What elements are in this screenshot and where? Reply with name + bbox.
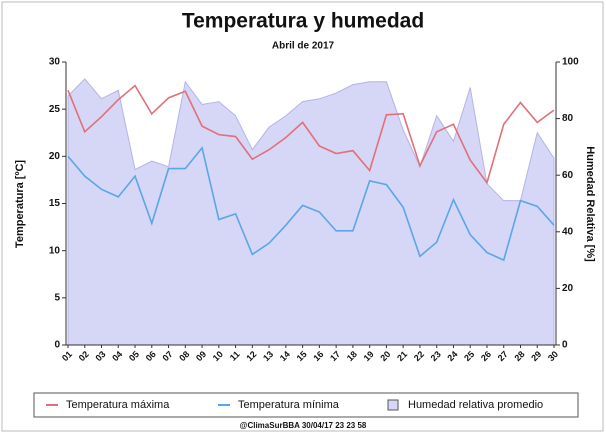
x-tick-label: 19: [362, 349, 376, 363]
legend-swatch: [387, 399, 399, 411]
x-tick-label: 21: [395, 349, 409, 363]
x-tick-label: 17: [328, 349, 342, 363]
x-tick-label: 29: [529, 349, 543, 363]
x-tick-label: 13: [261, 349, 275, 363]
x-tick-label: 25: [462, 349, 476, 363]
temperature-line: [67, 146, 555, 262]
temperature-line: [67, 84, 555, 185]
footer: @ClimaSurBBA 30/04/17 23 23 58: [240, 421, 367, 430]
y-tick-label: 30: [49, 57, 61, 68]
x-tick-label: 01: [60, 349, 74, 363]
x-tick-label: 06: [144, 349, 158, 363]
y2-tick-label: 0: [562, 340, 568, 351]
chart-subtitle: Abril de 2017: [272, 41, 335, 52]
x-tick-label: 16: [311, 349, 325, 363]
x-tick-label: 02: [77, 349, 91, 363]
x-tick-label: 10: [211, 349, 225, 363]
y2-tick-label: 80: [562, 113, 574, 124]
x-tick-label: 03: [93, 349, 107, 363]
x-tick-label: 07: [160, 349, 174, 363]
x-tick-label: 04: [110, 349, 124, 363]
y-tick-label: 0: [54, 340, 60, 351]
x-tick-label: 18: [345, 349, 359, 363]
x-tick-label: 11: [228, 349, 242, 363]
x-tick-label: 05: [127, 349, 141, 363]
x-tick-label: 12: [244, 349, 258, 363]
y-axis-label: Temperatura [ºC]: [14, 160, 26, 248]
x-tick-label: 28: [512, 349, 526, 363]
x-tick-label: 14: [278, 349, 292, 363]
chart-title: Temperatura y humedad: [182, 10, 424, 33]
x-tick-label: 23: [429, 349, 443, 363]
y-tick-label: 15: [49, 198, 61, 209]
x-tick-label: 27: [496, 349, 510, 363]
x-tick-label: 30: [546, 349, 560, 363]
y2-tick-label: 60: [562, 170, 574, 181]
y2-tick-label: 40: [562, 226, 574, 237]
x-tick-label: 20: [378, 349, 392, 363]
x-tick-label: 09: [194, 349, 208, 363]
x-tick-label: 24: [445, 349, 459, 363]
legend: [33, 392, 579, 418]
legend-label: Humedad relativa promedio: [408, 399, 543, 411]
legend-label: Temperatura mínima: [238, 399, 340, 411]
y-tick-label: 5: [54, 292, 60, 303]
x-tick-label: 15: [295, 349, 309, 363]
y2-axis-label: Humedad Relativa [%]: [584, 146, 596, 262]
x-tick-label: 26: [479, 349, 493, 363]
y-tick-label: 25: [49, 104, 61, 115]
x-tick-label: 22: [412, 349, 426, 363]
y-tick-label: 10: [49, 245, 61, 256]
y2-tick-label: 100: [562, 57, 579, 68]
y-tick-label: 20: [49, 151, 61, 162]
x-tick-label: 08: [177, 349, 191, 363]
humidity-area: [67, 78, 555, 346]
y2-tick-label: 20: [562, 283, 574, 294]
legend-label: Temperatura máxima: [66, 399, 170, 411]
